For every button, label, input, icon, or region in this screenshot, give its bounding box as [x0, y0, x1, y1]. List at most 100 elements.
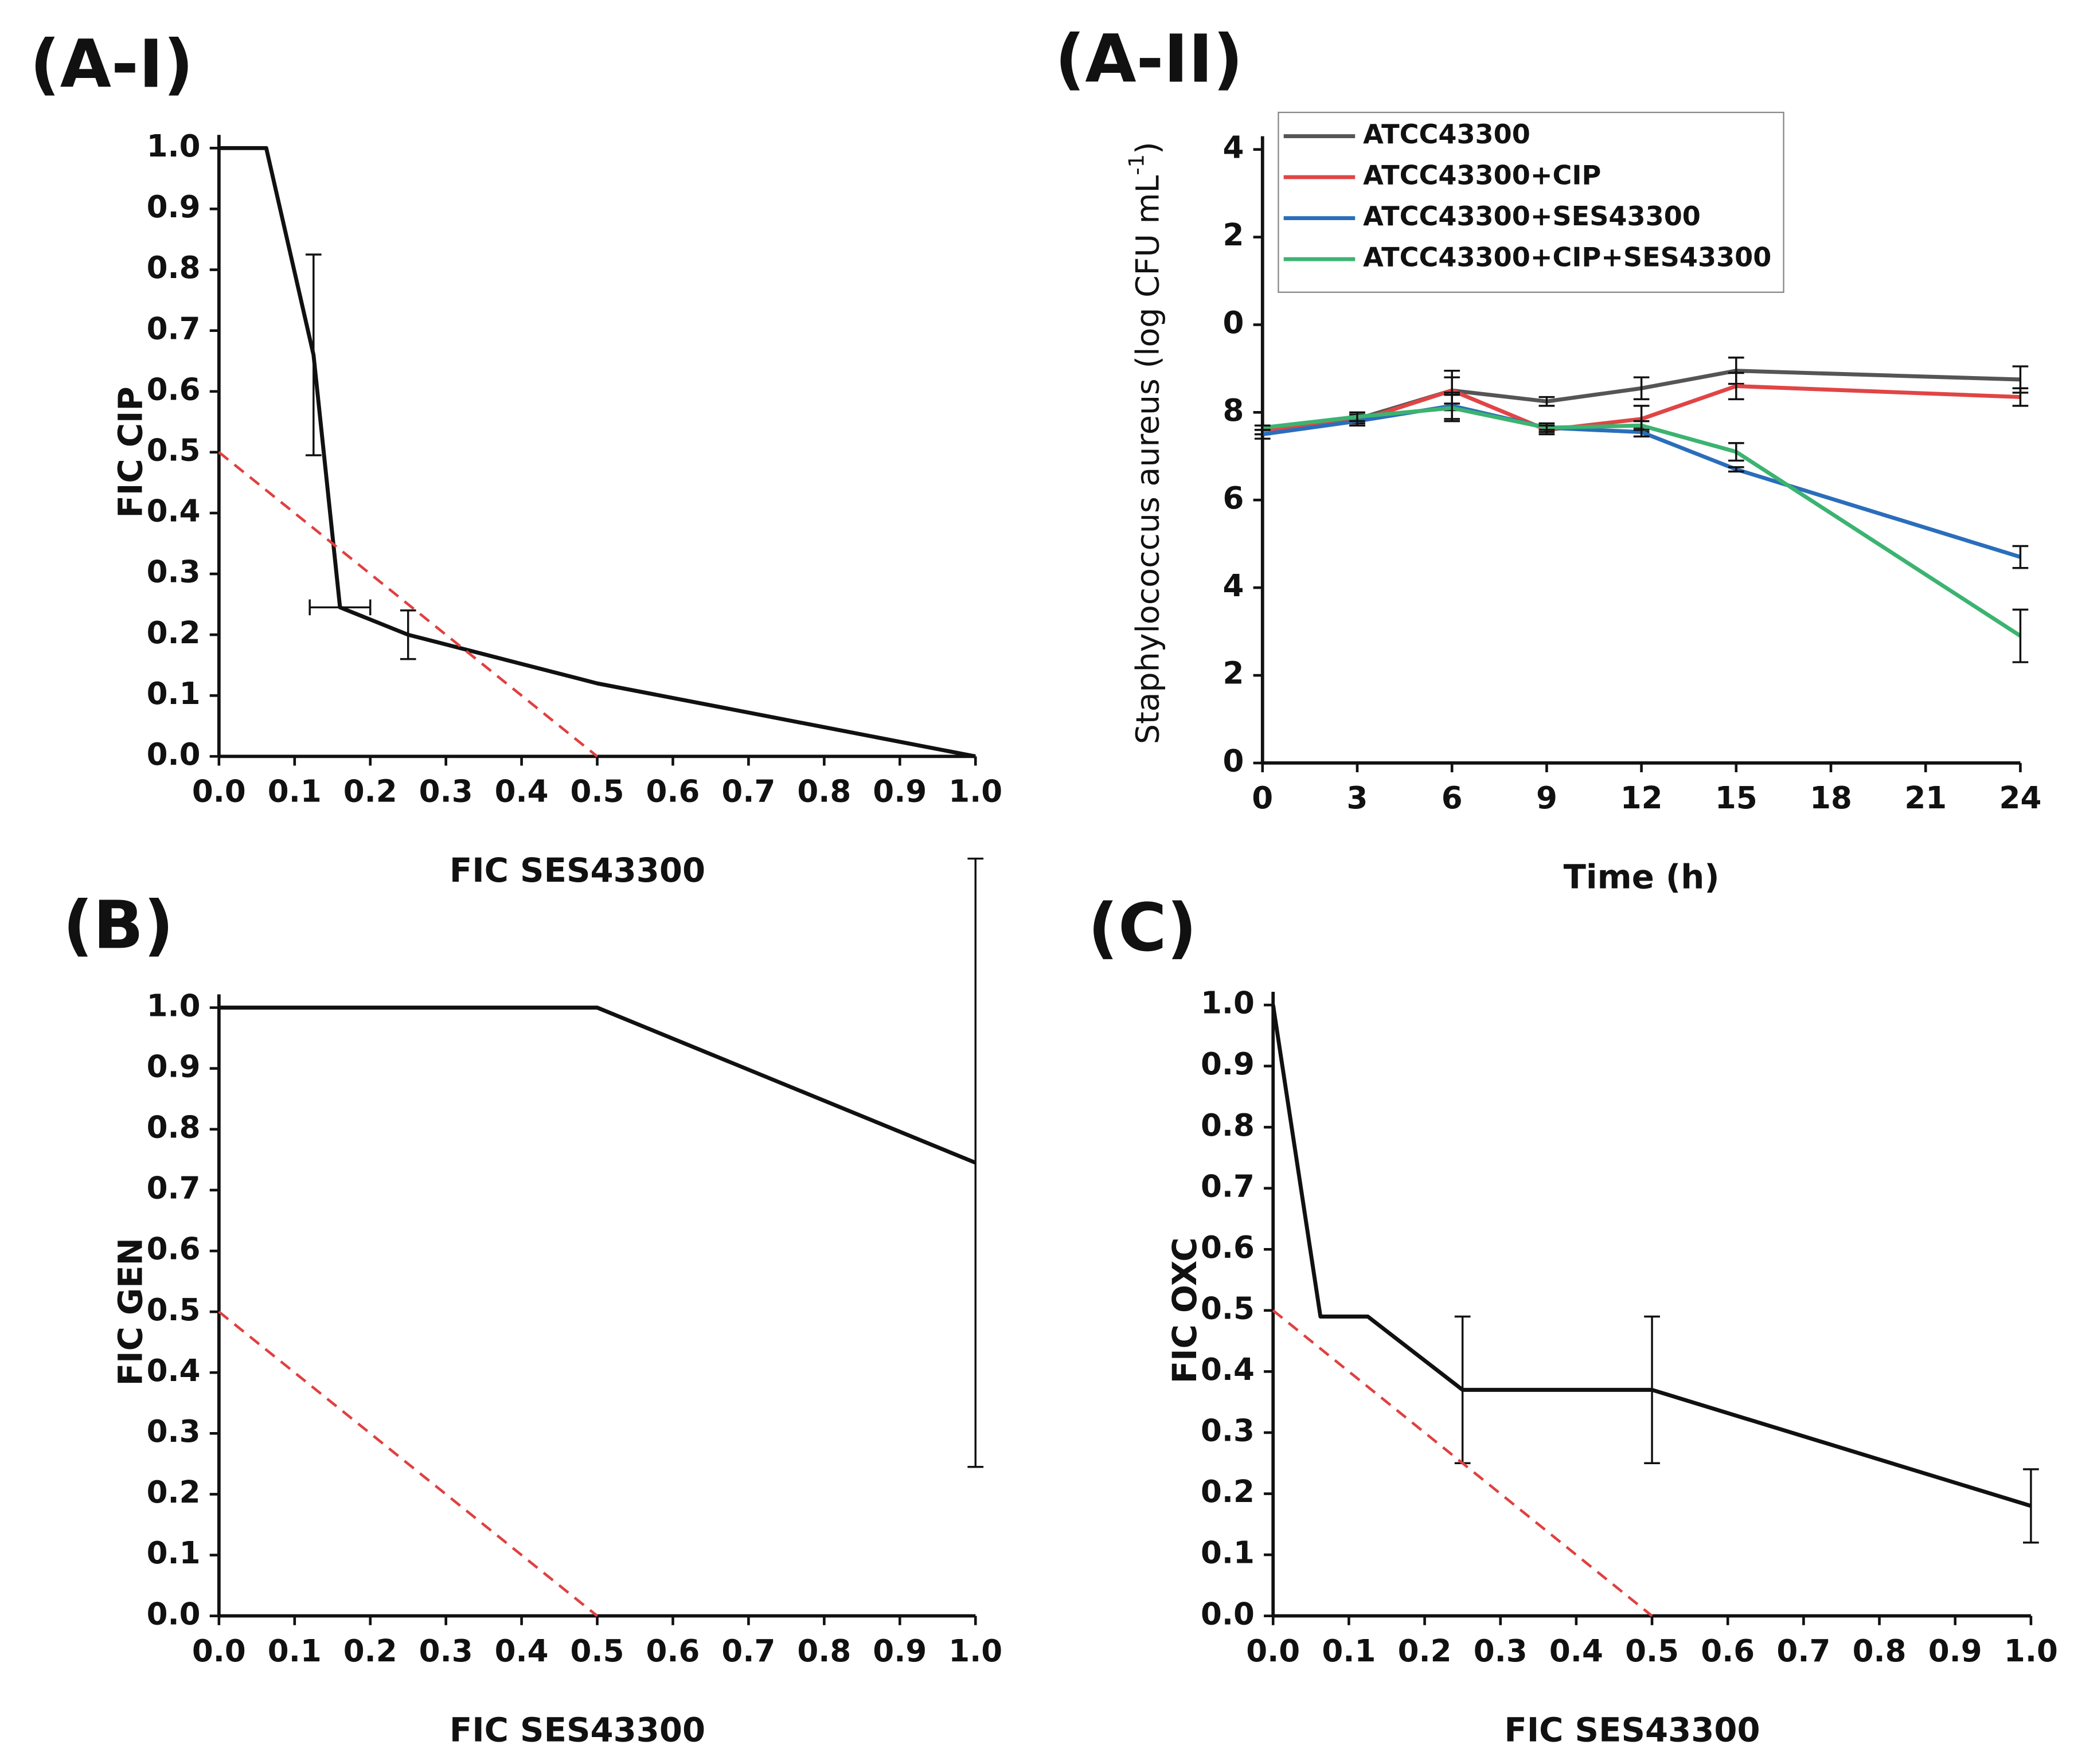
y-tick-label: 1.0 [147, 128, 201, 164]
y-tick-label: 0.5 [147, 1292, 201, 1328]
x-tick-label: 0.7 [721, 774, 775, 809]
series-line [1271, 1004, 2032, 1508]
y-tick-label: 0.0 [1201, 1596, 1255, 1632]
x-tick-label: 3 [1347, 780, 1368, 816]
y-tick-label: 0.8 [147, 1109, 201, 1145]
series-line [218, 146, 976, 758]
y-tick-label: 4 [1223, 130, 1244, 165]
error-bar [305, 253, 322, 456]
legend-box [1278, 111, 1784, 293]
x-tick-label: 0.3 [1474, 1633, 1528, 1669]
x-tick-label: 0.8 [797, 1633, 851, 1669]
x-tick-label: 0.3 [419, 774, 473, 809]
x-axis-label: FIC SES43300 [450, 851, 705, 890]
x-tick-label: 0.5 [571, 774, 624, 809]
error-bar [1444, 394, 1460, 423]
y-tick-label: 0.8 [147, 250, 201, 285]
y-tick-label: 0.2 [1201, 1474, 1255, 1509]
x-tick-label: 1.0 [948, 774, 1002, 809]
y-tick-label: 0.3 [147, 554, 201, 590]
y-tick-label: 1.0 [147, 988, 201, 1023]
y-tick-label: 0 [1223, 305, 1244, 341]
error-bar [2012, 545, 2029, 569]
error-bar [2012, 608, 2029, 663]
x-tick-label: 9 [1536, 780, 1557, 816]
x-tick-label: 1.0 [948, 1633, 1002, 1669]
error-bar [2023, 1468, 2039, 1544]
y-axis-label: FIC CIP [111, 386, 150, 518]
panel-label: (A-I) [30, 26, 193, 103]
legend-label: ATCC43300 [1363, 119, 1530, 150]
y-tick-label: 1.0 [1201, 985, 1255, 1021]
x-tick-label: 0.5 [571, 1633, 624, 1669]
y-tick-label: 0.6 [147, 1231, 201, 1267]
y-tick-label: 6 [1223, 480, 1244, 516]
y-axis-label: FIC OXC [1165, 1237, 1204, 1383]
error-bar [2012, 387, 2029, 407]
x-tick-label: 0.1 [1322, 1633, 1376, 1669]
error-bar [1633, 376, 1650, 401]
x-tick-label: 0.1 [268, 774, 322, 809]
error-bar [1349, 411, 1365, 423]
x-error-bar [308, 599, 372, 616]
y-tick-label: 4 [1223, 568, 1244, 604]
y-axis-label-part: -1 [1124, 154, 1149, 175]
y-axis-label-part: Staphylococcus aureus (log CFU mL [1130, 175, 1167, 744]
series-line [218, 1006, 977, 1165]
x-tick-label: 0.4 [1549, 1633, 1603, 1669]
x-tick-label: 0.0 [1246, 1633, 1300, 1669]
x-tick-label: 0.7 [1776, 1633, 1830, 1669]
x-tick-label: 0.2 [343, 774, 397, 809]
x-tick-label: 0.8 [797, 774, 851, 809]
y-tick-label: 0.6 [1201, 1230, 1255, 1265]
x-tick-label: 24 [1999, 780, 2042, 816]
y-tick-label: 0.0 [147, 737, 201, 772]
error-bar [1728, 371, 1744, 401]
y-tick-label: 0.9 [147, 189, 201, 225]
y-axis-label: FIC GEN [111, 1238, 150, 1386]
x-tick-label: 0.0 [192, 774, 246, 809]
error-bar [1538, 424, 1555, 431]
legend-label: ATCC43300+CIP+SES43300 [1363, 242, 1771, 273]
x-tick-label: 18 [1810, 780, 1852, 816]
error-bar [1633, 420, 1650, 431]
error-bar [1728, 442, 1744, 462]
y-axis-label-part: ) [1130, 142, 1167, 154]
y-tick-label: 0.1 [1201, 1535, 1255, 1571]
x-tick-label: 0.4 [495, 774, 549, 809]
error-bar [1538, 396, 1555, 407]
x-tick-label: 0.9 [873, 774, 927, 809]
y-tick-label: 0.7 [147, 311, 201, 346]
y-tick-label: 0.1 [147, 676, 201, 711]
y-tick-label: 0.5 [147, 432, 201, 468]
x-tick-label: 0 [1252, 780, 1273, 816]
x-tick-label: 0.4 [495, 1633, 549, 1669]
y-tick-label: 0.3 [1201, 1413, 1255, 1449]
y-tick-label: 0.7 [147, 1171, 201, 1206]
x-tick-label: 1.0 [2004, 1633, 2058, 1669]
y-tick-label: 0.8 [1201, 1108, 1255, 1143]
error-bar [400, 609, 416, 660]
y-tick-label: 0.4 [147, 494, 201, 529]
error-bar [1644, 1315, 1660, 1464]
x-tick-label: 0.6 [646, 774, 700, 809]
x-axis-label: FIC SES43300 [1504, 1710, 1760, 1749]
series-line [218, 451, 599, 758]
y-tick-label: 0.2 [147, 615, 201, 651]
x-tick-label: 15 [1715, 780, 1757, 816]
x-tick-label: 0.9 [1928, 1633, 1982, 1669]
legend-label: ATCC43300+SES43300 [1363, 201, 1701, 232]
series-line [218, 1311, 599, 1617]
y-axis-label: Staphylococcus aureus (log CFU mL-1) [1124, 142, 1167, 744]
y-tick-label: 2 [1223, 656, 1244, 691]
y-tick-label: 2 [1223, 217, 1244, 253]
x-tick-label: 21 [1904, 780, 1947, 816]
x-tick-label: 0.2 [343, 1633, 397, 1669]
x-tick-label: 0.8 [1853, 1633, 1907, 1669]
error-bar [1254, 424, 1271, 431]
x-tick-label: 0.7 [721, 1633, 775, 1669]
error-bar [1728, 466, 1744, 473]
x-tick-label: 0.1 [268, 1633, 322, 1669]
panel-label: (B) [63, 887, 174, 964]
